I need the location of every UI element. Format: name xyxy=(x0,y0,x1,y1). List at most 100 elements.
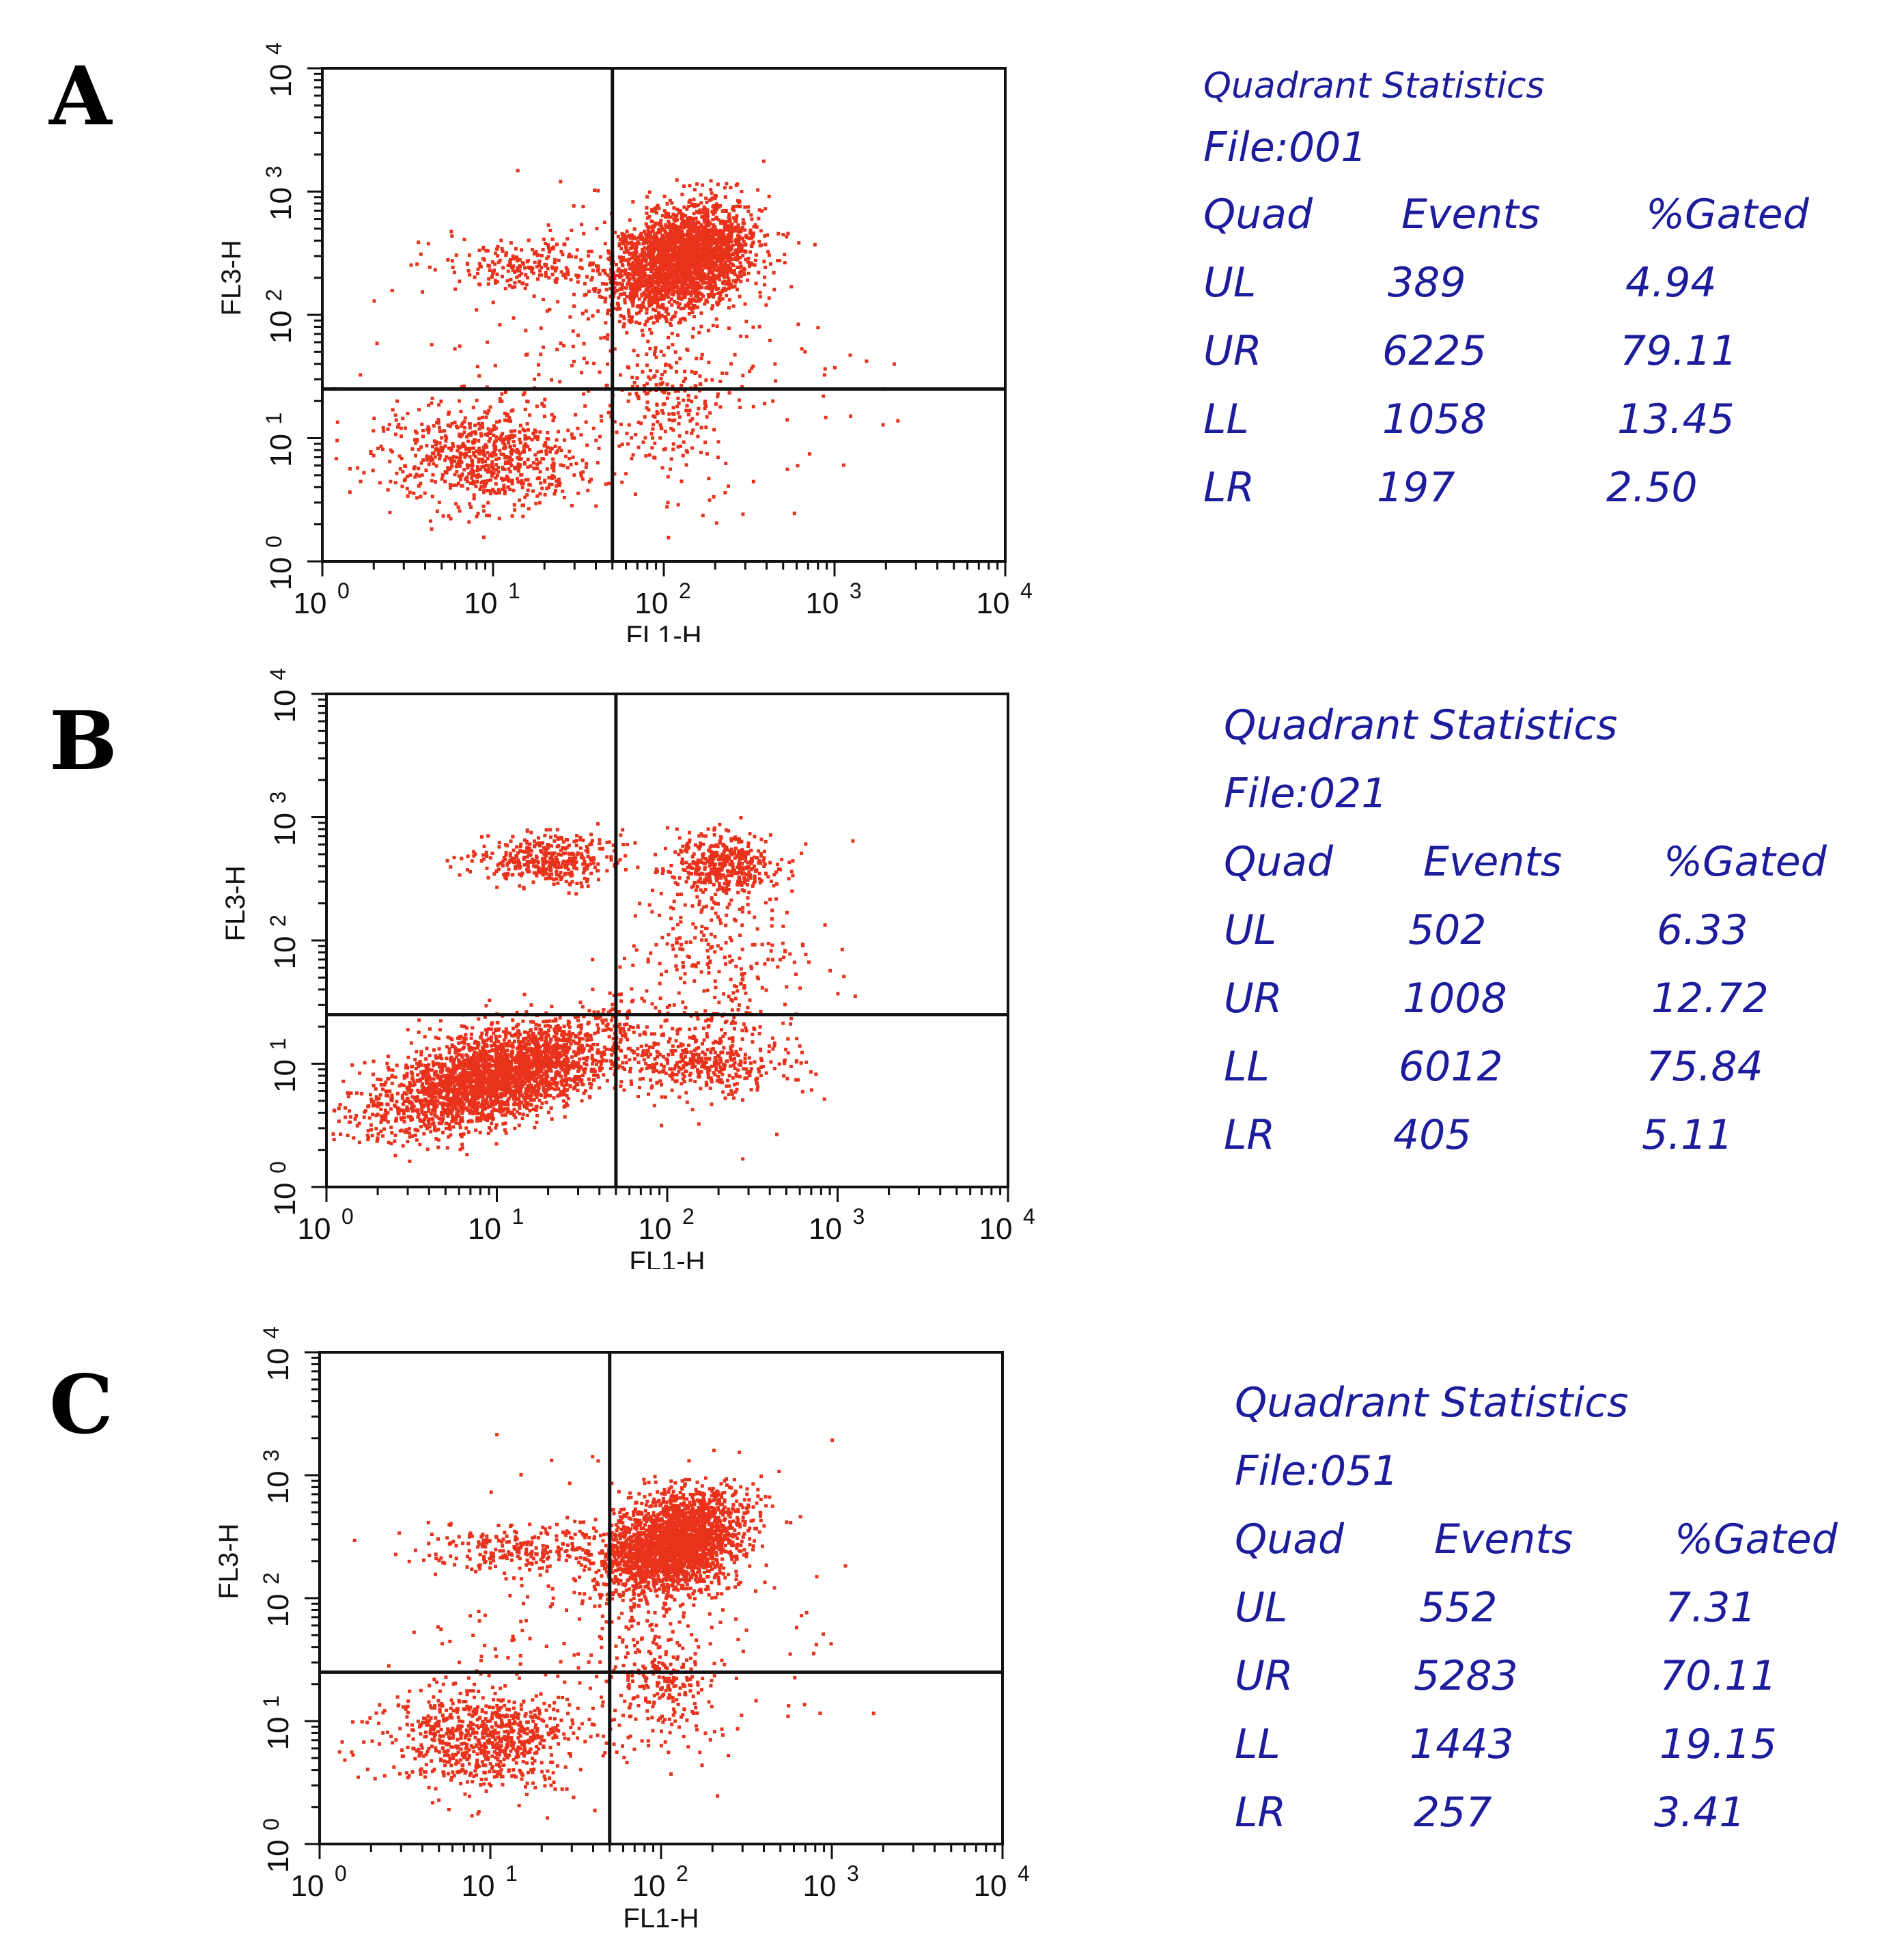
event-dot xyxy=(727,279,731,283)
event-dot xyxy=(727,225,731,229)
event-dot xyxy=(695,210,699,214)
event-dot xyxy=(438,1079,443,1083)
event-dot xyxy=(631,200,635,204)
event-dot xyxy=(520,486,524,490)
event-dot xyxy=(648,347,652,350)
event-dot xyxy=(719,269,723,273)
event-dot xyxy=(675,262,680,266)
event-dot xyxy=(476,1104,480,1108)
event-dot xyxy=(671,250,675,253)
event-dot xyxy=(454,424,458,428)
event-dot xyxy=(526,488,530,492)
event-dot xyxy=(719,234,723,238)
event-dot xyxy=(550,273,555,277)
event-dot xyxy=(680,225,684,229)
event-dot xyxy=(572,292,576,296)
event-dot xyxy=(656,303,660,307)
event-dot xyxy=(676,237,680,241)
event-dot xyxy=(426,1070,430,1074)
event-dot xyxy=(896,419,900,423)
event-dot xyxy=(495,280,499,284)
event-dot xyxy=(652,257,656,261)
event-dot xyxy=(736,223,740,227)
event-dot xyxy=(481,504,486,508)
event-dot xyxy=(687,311,691,316)
event-dot xyxy=(599,336,603,340)
event-dot xyxy=(691,264,695,268)
events: 6225 xyxy=(1382,327,1487,375)
event-dot xyxy=(668,253,672,257)
event-dot xyxy=(700,251,704,255)
event-dot xyxy=(536,435,540,439)
event-dot xyxy=(653,441,657,445)
event-dot xyxy=(606,249,611,253)
event-dot xyxy=(660,466,664,470)
event-dot xyxy=(582,341,586,346)
event-dot xyxy=(647,298,652,302)
event-dot xyxy=(682,379,686,383)
event-dot xyxy=(630,256,634,260)
event-dot xyxy=(711,218,715,222)
event-dot xyxy=(707,267,711,271)
event-dot xyxy=(759,229,763,233)
gated: 2.50 xyxy=(1606,464,1698,512)
event-dot xyxy=(692,253,697,257)
event-dot xyxy=(519,473,523,477)
event-dot xyxy=(711,324,715,328)
event-dot xyxy=(712,292,716,296)
event-dot xyxy=(478,451,482,456)
event-dot xyxy=(643,290,647,294)
event-dot xyxy=(475,449,479,453)
event-dot xyxy=(727,306,731,310)
event-dot xyxy=(494,453,498,457)
event-dot xyxy=(664,317,668,321)
event-dot xyxy=(348,467,352,471)
event-dot xyxy=(680,297,684,301)
event-dot xyxy=(699,451,703,454)
event-dot xyxy=(587,290,591,294)
event-dot xyxy=(631,301,634,305)
event-dot xyxy=(672,270,676,274)
event-dot xyxy=(627,263,631,267)
event-dot xyxy=(501,452,505,456)
event-dot xyxy=(542,1085,546,1089)
event-dot xyxy=(695,284,698,288)
event-dot xyxy=(620,443,624,446)
event-dot xyxy=(579,433,583,437)
event-dot xyxy=(462,1095,466,1100)
event-dot xyxy=(671,343,675,347)
event-dot xyxy=(754,281,758,285)
event-dot xyxy=(667,260,671,264)
event-dot xyxy=(714,521,718,525)
event-dot xyxy=(664,309,668,313)
event-dot xyxy=(382,429,386,433)
event-dot xyxy=(510,481,514,486)
event-dot xyxy=(447,1122,451,1126)
event-dot xyxy=(703,213,708,217)
event-dot xyxy=(718,251,722,255)
event-dot xyxy=(472,493,476,497)
event-dot xyxy=(716,241,720,245)
event-dot xyxy=(582,232,586,236)
event-dot xyxy=(353,1117,357,1121)
event-dot xyxy=(473,474,477,478)
event-dot xyxy=(528,1096,532,1100)
event-dot xyxy=(688,257,692,262)
event-dot xyxy=(525,260,529,264)
event-dot xyxy=(636,265,641,269)
event-dot xyxy=(676,305,680,309)
event-dot xyxy=(636,258,641,262)
event-dot xyxy=(785,467,789,471)
event-dot xyxy=(688,234,692,238)
event-dot xyxy=(371,469,375,473)
event-dot xyxy=(634,391,639,395)
event-dot xyxy=(624,268,628,272)
event-dot xyxy=(691,428,695,432)
event-dot xyxy=(690,245,694,249)
event-dot xyxy=(657,282,661,286)
event-dot xyxy=(604,1047,608,1051)
event-dot xyxy=(677,274,682,278)
event-dot xyxy=(665,202,669,206)
event-dot xyxy=(615,302,619,306)
event-dot xyxy=(472,446,476,450)
